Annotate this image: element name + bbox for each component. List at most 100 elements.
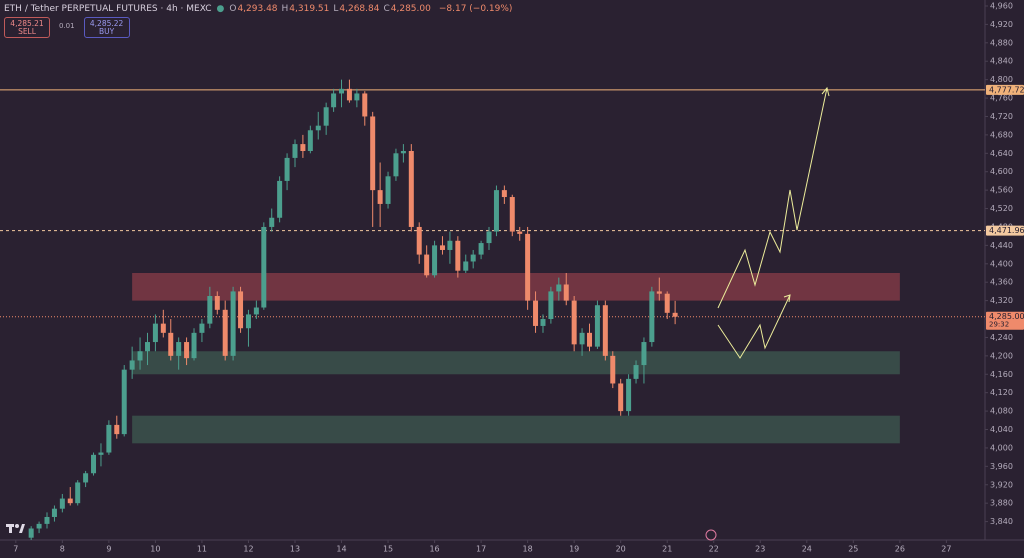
candle-body xyxy=(408,150,414,227)
candle-body xyxy=(587,332,593,347)
y-tick-label: 4,160 xyxy=(990,370,1013,379)
candle-body xyxy=(168,332,174,356)
event-icon[interactable] xyxy=(705,529,717,541)
candle-body xyxy=(44,516,50,524)
candle-body xyxy=(664,293,670,313)
y-tick-label: 4,080 xyxy=(990,407,1013,416)
candle-body xyxy=(59,498,65,509)
candle-body xyxy=(618,383,624,412)
legend-row: ETH / Tether PERPETUAL FUTURES · 4h · ME… xyxy=(4,2,512,15)
candle-body xyxy=(292,144,298,158)
candle-body xyxy=(144,342,150,352)
x-tick-label: 7 xyxy=(13,545,18,554)
candle-body xyxy=(540,319,546,326)
symbol-title: ETH / Tether PERPETUAL FUTURES · 4h · ME… xyxy=(4,3,212,14)
y-tick-label: 4,360 xyxy=(990,278,1013,287)
ohlc: O 4,293.48 H 4,319.51 L 4,268.84 C 4,285.00 xyxy=(229,4,434,14)
candle-body xyxy=(400,150,406,154)
ohlc-value: 4,319.51 xyxy=(289,3,330,14)
candle-body xyxy=(377,190,383,204)
candle-body xyxy=(478,243,484,255)
candle-body xyxy=(432,245,438,276)
x-tick-label: 20 xyxy=(616,545,626,554)
candle-body xyxy=(641,342,647,366)
price-label-box xyxy=(986,225,1024,236)
candle-body xyxy=(517,231,523,234)
candle-body xyxy=(67,498,73,504)
y-tick-label: 3,960 xyxy=(990,462,1013,471)
candle-body xyxy=(455,240,461,271)
candle-body xyxy=(393,153,399,177)
candle-body xyxy=(656,291,662,294)
x-tick-label: 22 xyxy=(709,545,719,554)
candle-body xyxy=(222,309,228,356)
y-tick-label: 4,840 xyxy=(990,57,1013,66)
candle-body xyxy=(424,254,430,276)
candle-body xyxy=(501,190,507,198)
candle-body xyxy=(28,528,34,538)
x-tick-label: 9 xyxy=(106,545,111,554)
zone xyxy=(132,351,900,375)
candle-body xyxy=(633,365,639,379)
y-tick-label: 4,760 xyxy=(990,94,1013,103)
ohlc-key: H xyxy=(281,3,289,14)
candle-body xyxy=(439,245,445,250)
candle-body xyxy=(114,424,120,435)
candle-body xyxy=(207,296,213,324)
projection-up xyxy=(717,87,828,309)
price-label: 4,777.72 xyxy=(989,85,1024,94)
y-tick-label: 3,840 xyxy=(990,517,1013,526)
candle-body xyxy=(284,157,290,181)
x-tick-label: 19 xyxy=(569,545,579,554)
candle-body xyxy=(594,305,600,347)
price-label-box xyxy=(986,311,1024,330)
candle-body xyxy=(91,454,97,474)
candle-body xyxy=(199,323,205,333)
candle-body xyxy=(447,240,453,250)
y-tick-label: 4,600 xyxy=(990,167,1013,176)
candle-body xyxy=(416,226,422,255)
candle-body xyxy=(245,314,251,329)
candle-body xyxy=(463,261,469,271)
candle-body xyxy=(556,284,562,292)
y-tick-label: 4,680 xyxy=(990,130,1013,139)
legend: ETH / Tether PERPETUAL FUTURES · 4h · ME… xyxy=(4,2,512,38)
candle-body xyxy=(51,508,57,517)
ohlc-key: L xyxy=(333,3,339,14)
candle-body xyxy=(214,296,220,310)
candle-body xyxy=(493,190,499,232)
candle-body xyxy=(470,254,476,262)
buy-button[interactable]: 4,285.22 BUY xyxy=(83,17,130,38)
sell-button[interactable]: 4,285.21 SELL xyxy=(4,17,50,38)
candle-body xyxy=(354,93,360,101)
projection-low xyxy=(717,294,791,359)
y-tick-label: 3,880 xyxy=(990,499,1013,508)
status-dot: ● xyxy=(216,3,225,14)
candle-body xyxy=(191,332,197,359)
trade-row: 4,285.21 SELL 0.01 4,285.22 BUY xyxy=(4,15,512,38)
y-tick-label: 4,960 xyxy=(990,1,1013,10)
candle-body xyxy=(230,291,236,356)
candle-body xyxy=(649,291,655,343)
candle-body xyxy=(152,323,158,343)
change: −8.17 (−0.19%) xyxy=(438,3,513,14)
sell-price: 4,285.21 xyxy=(10,18,44,28)
x-tick-label: 24 xyxy=(802,545,812,554)
y-tick-label: 4,520 xyxy=(990,204,1013,213)
ohlc-value: 4,285.00 xyxy=(390,3,431,14)
logo-part xyxy=(15,524,19,528)
candle-body xyxy=(370,116,376,191)
candle-body xyxy=(385,176,391,204)
x-tick-label: 13 xyxy=(290,545,300,554)
x-tick-label: 14 xyxy=(336,545,346,554)
projection xyxy=(717,86,830,359)
x-tick-label: 26 xyxy=(895,545,905,554)
candle-body xyxy=(300,144,306,151)
x-tick-label: 17 xyxy=(476,545,486,554)
zone xyxy=(132,415,900,444)
plot xyxy=(0,79,985,540)
ohlc-key: C xyxy=(383,3,390,14)
x-tick-label: 15 xyxy=(383,545,393,554)
y-tick-label: 4,920 xyxy=(990,20,1013,29)
